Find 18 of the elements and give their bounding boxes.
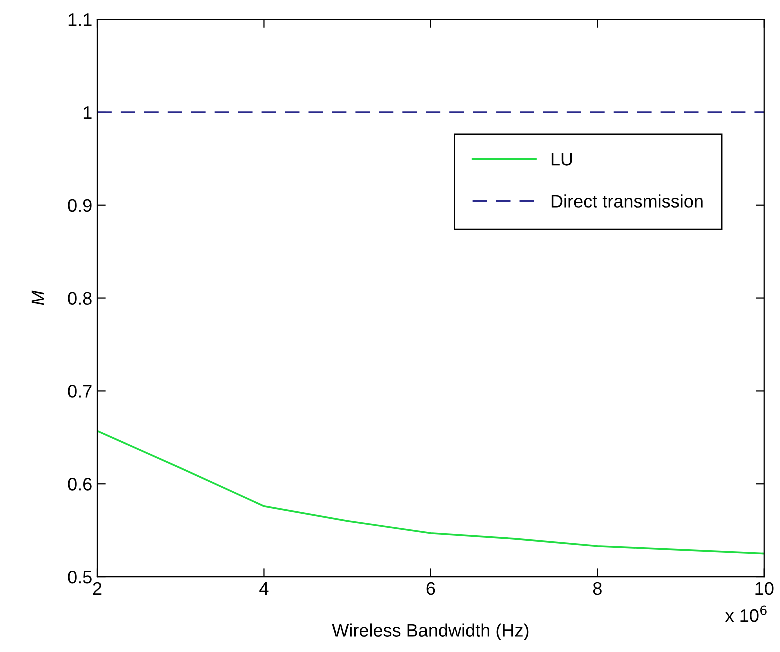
x-tick-label: 2 [93,582,102,595]
x-tick-label: 6 [426,582,436,596]
y-tick-label: 0.6 [68,478,92,491]
y-tick-label: 0.5 [68,570,92,584]
x-axis-title: Wireless Bandwidth (Hz) [332,624,529,641]
y-tick-label: 0.7 [68,385,92,398]
legend-label: Direct transmission [552,194,703,208]
y-tick-label: 0.8 [68,292,92,306]
y-axis-title: M [32,290,44,306]
x-tick-label: 4 [260,582,269,595]
y-tick-label: 1 [84,106,92,120]
text: x 10$^{6}$ [726,606,767,622]
y-tick-label: 0.9 [68,199,92,212]
line-series [98,430,764,555]
x-tick-label: 10 [756,582,774,596]
x-tick-label: 8 [593,582,602,596]
legend-label: LU [552,153,572,166]
y-tick-label: 1.1 [68,14,92,26]
